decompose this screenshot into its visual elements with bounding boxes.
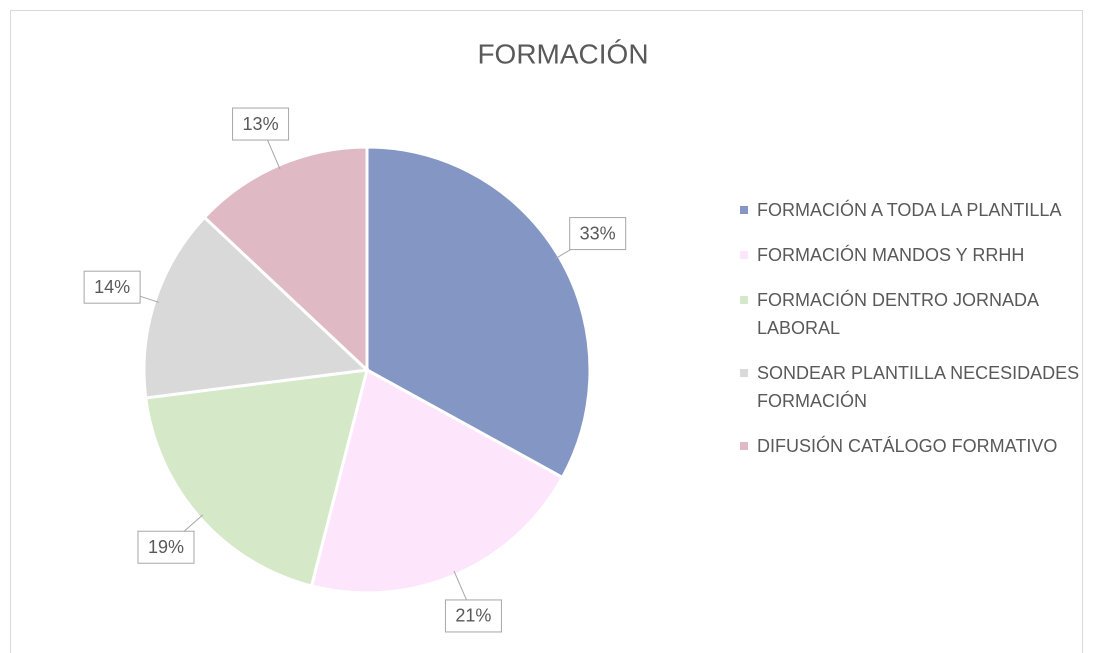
legend-swatch [740,369,748,377]
legend-label: DIFUSIÓN CATÁLOGO FORMATIVO [757,436,1058,456]
label-box [83,270,141,304]
data-label: 21% [455,606,491,626]
legend-item: DIFUSIÓN CATÁLOGO FORMATIVO [740,432,1080,460]
legend-label: FORMACIÓN A TODA LA PLANTILLA [757,200,1062,220]
label-box [232,107,290,141]
legend-label: FORMACIÓN DENTRO JORNADA LABORAL [757,290,1039,338]
legend-item: SONDEAR PLANTILLA NECESIDADES FORMACIÓN [740,359,1080,415]
label-box [444,599,502,633]
legend-swatch [740,251,748,259]
legend: FORMACIÓN A TODA LA PLANTILLA FORMACIÓN M… [740,196,1080,477]
label-box [137,530,195,564]
legend-label: FORMACIÓN MANDOS Y RRHH [757,245,1025,265]
data-label: 13% [243,114,279,134]
data-label: 14% [94,277,130,297]
legend-swatch [740,442,748,450]
legend-item: FORMACIÓN DENTRO JORNADA LABORAL [740,286,1080,342]
label-box [569,217,627,251]
legend-label: SONDEAR PLANTILLA NECESIDADES FORMACIÓN [757,363,1080,411]
legend-swatch [740,206,748,214]
legend-item: FORMACIÓN MANDOS Y RRHH [740,241,1080,269]
chart-title: FORMACIÓN [477,38,648,69]
legend-item: FORMACIÓN A TODA LA PLANTILLA [740,196,1080,224]
data-label: 33% [580,223,616,243]
legend-swatch [740,296,748,304]
data-label: 19% [148,537,184,557]
